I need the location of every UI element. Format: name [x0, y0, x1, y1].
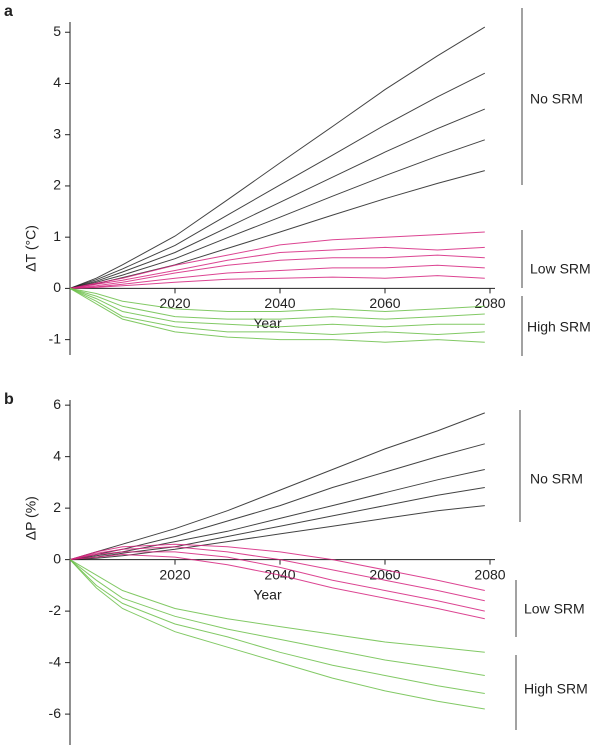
- x-tick-label: 2060: [369, 295, 400, 311]
- ensemble-run: [69, 487, 485, 561]
- group-label: Low SRM: [524, 601, 585, 617]
- ensemble-run: [69, 26, 486, 289]
- y-tick-label: 2: [53, 499, 61, 515]
- ensemble-run: [69, 139, 485, 289]
- group-label: No SRM: [530, 471, 583, 487]
- y-tick-label: 0: [53, 279, 61, 295]
- y-axis-label: ΔT (°C): [23, 225, 39, 272]
- ensemble-run: [69, 264, 485, 289]
- x-axis-label: Year: [253, 586, 282, 602]
- y-tick-label: 0: [53, 550, 61, 566]
- ensemble-run: [69, 559, 485, 694]
- ensemble-run: [69, 254, 485, 289]
- ensemble-run: [69, 553, 485, 620]
- group-label: Low SRM: [530, 261, 591, 277]
- y-tick-label: -6: [49, 705, 62, 721]
- ensemble-run: [69, 287, 485, 336]
- ensemble-run: [69, 559, 485, 710]
- x-tick-label: 2080: [474, 566, 505, 582]
- x-tick-label: 2020: [159, 295, 190, 311]
- ensemble-run: [69, 275, 485, 289]
- ensemble-run: [69, 443, 485, 561]
- ensemble-run: [69, 559, 485, 676]
- x-tick-label: 2080: [474, 295, 505, 311]
- y-axis-label: ΔP (%): [23, 496, 39, 540]
- group-label: High SRM: [527, 319, 591, 335]
- x-tick-label: 2020: [159, 566, 190, 582]
- y-tick-label: -2: [49, 602, 62, 618]
- ensemble-run: [69, 505, 485, 561]
- y-tick-label: 4: [53, 74, 61, 90]
- ensemble-run: [69, 412, 485, 561]
- y-tick-label: 2: [53, 177, 61, 193]
- y-tick-label: 6: [53, 396, 61, 412]
- group-label: High SRM: [524, 681, 588, 697]
- x-tick-label: 2040: [264, 295, 295, 311]
- ensemble-run: [69, 72, 486, 289]
- ensemble-run: [69, 469, 485, 561]
- panel-letter: a: [4, 3, 13, 20]
- ensemble-run: [69, 559, 485, 653]
- ensemble-run: [69, 551, 485, 612]
- y-tick-label: 3: [53, 125, 61, 141]
- ensemble-run: [69, 246, 485, 289]
- ensemble-run: [69, 543, 485, 591]
- panel-letter: b: [4, 391, 14, 408]
- ensemble-run: [69, 287, 485, 313]
- y-tick-label: 4: [53, 447, 61, 463]
- y-tick-label: -4: [49, 653, 62, 669]
- ensemble-run: [69, 231, 485, 289]
- ensemble-run: [69, 546, 485, 602]
- ensemble-run: [69, 108, 485, 289]
- y-tick-label: 5: [53, 23, 61, 39]
- x-tick-label: 2040: [264, 566, 295, 582]
- y-tick-label: -1: [49, 330, 62, 346]
- x-axis-label: Year: [253, 315, 282, 331]
- ensemble-run: [69, 287, 485, 328]
- ensemble-run: [69, 287, 485, 343]
- group-label: No SRM: [530, 91, 583, 107]
- ensemble-run: [69, 287, 485, 320]
- y-tick-label: 1: [53, 228, 61, 244]
